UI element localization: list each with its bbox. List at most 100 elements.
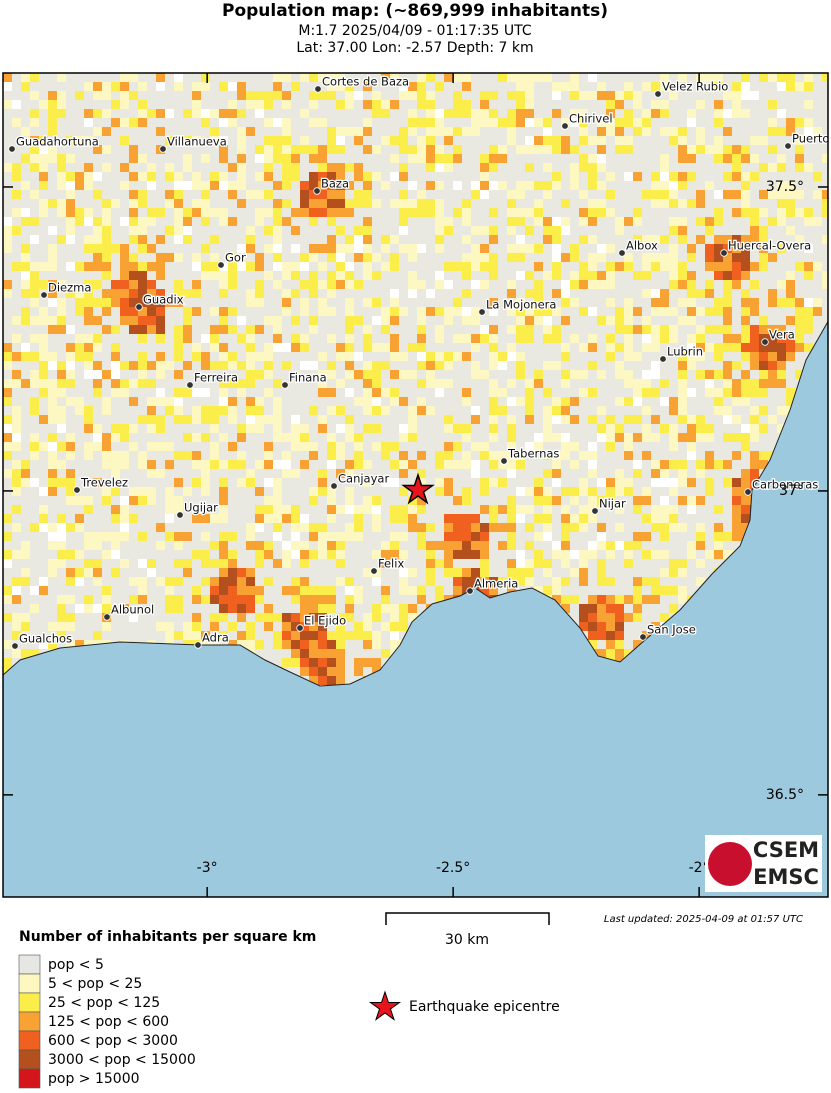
pop-cell xyxy=(372,100,381,109)
legend-label: 5 < pop < 25 xyxy=(48,976,142,992)
pop-cell xyxy=(273,235,282,244)
pop-cell xyxy=(246,397,255,406)
pop-cell xyxy=(696,469,705,478)
pop-cell xyxy=(12,226,21,235)
pop-cell xyxy=(291,523,300,532)
pop-cell xyxy=(84,424,93,433)
pop-cell xyxy=(633,127,642,136)
pop-cell xyxy=(309,613,318,622)
pop-cell xyxy=(741,505,750,514)
pop-cell xyxy=(579,622,588,631)
pop-cell xyxy=(543,145,552,154)
pop-cell xyxy=(282,343,291,352)
pop-cell xyxy=(588,487,597,496)
pop-cell xyxy=(291,658,300,667)
pop-cell xyxy=(66,478,75,487)
pop-cell xyxy=(120,604,129,613)
pop-cell xyxy=(39,415,48,424)
pop-cell xyxy=(192,172,201,181)
pop-cell xyxy=(57,235,66,244)
pop-cell xyxy=(300,343,309,352)
pop-cell xyxy=(759,352,768,361)
pop-cell xyxy=(84,451,93,460)
pop-cell xyxy=(669,505,678,514)
pop-cell xyxy=(435,163,444,172)
pop-cell xyxy=(255,145,264,154)
pop-cell xyxy=(120,316,129,325)
pop-cell xyxy=(579,235,588,244)
pop-cell xyxy=(192,352,201,361)
pop-cell xyxy=(48,568,57,577)
pop-cell xyxy=(147,181,156,190)
pop-cell xyxy=(327,253,336,262)
pop-cell xyxy=(705,181,714,190)
pop-cell xyxy=(111,469,120,478)
pop-cell xyxy=(30,280,39,289)
pop-cell xyxy=(102,487,111,496)
pop-cell xyxy=(660,325,669,334)
pop-cell xyxy=(336,451,345,460)
city-label: Puerto xyxy=(792,132,829,146)
city-label: Guadahortuna xyxy=(16,135,99,149)
pop-cell xyxy=(534,442,543,451)
pop-cell xyxy=(615,487,624,496)
pop-cell xyxy=(156,325,165,334)
pop-cell xyxy=(210,262,219,271)
pop-cell xyxy=(408,568,417,577)
pop-cell xyxy=(372,172,381,181)
pop-cell xyxy=(777,361,786,370)
pop-cell xyxy=(138,334,147,343)
pop-cell xyxy=(714,460,723,469)
pop-cell xyxy=(552,235,561,244)
pop-cell xyxy=(615,118,624,127)
pop-cell xyxy=(327,496,336,505)
pop-cell xyxy=(660,100,669,109)
pop-cell xyxy=(273,73,282,82)
pop-cell xyxy=(651,334,660,343)
pop-cell xyxy=(255,262,264,271)
pop-cell xyxy=(669,181,678,190)
pop-cell xyxy=(768,253,777,262)
pop-cell xyxy=(426,163,435,172)
pop-cell xyxy=(300,190,309,199)
pop-cell xyxy=(21,352,30,361)
pop-cell xyxy=(3,640,12,649)
pop-cell xyxy=(435,325,444,334)
pop-cell xyxy=(498,181,507,190)
pop-cell xyxy=(66,640,75,649)
pop-cell xyxy=(174,226,183,235)
pop-cell xyxy=(273,199,282,208)
pop-cell xyxy=(399,190,408,199)
pop-cell xyxy=(669,91,678,100)
pop-cell xyxy=(786,397,795,406)
pop-cell xyxy=(102,289,111,298)
pop-cell xyxy=(732,82,741,91)
pop-cell xyxy=(696,127,705,136)
pop-cell xyxy=(633,100,642,109)
epicentre-star xyxy=(401,472,435,505)
pop-cell xyxy=(516,460,525,469)
sea xyxy=(3,320,828,897)
pop-cell xyxy=(327,244,336,253)
pop-cell xyxy=(210,361,219,370)
city-label: Ferreira xyxy=(194,371,238,385)
pop-cell xyxy=(84,361,93,370)
pop-cell xyxy=(138,289,147,298)
pop-cell xyxy=(687,253,696,262)
pop-cell xyxy=(507,433,516,442)
subtitle: M:1.7 2025/04/09 - 01:17:35 UTC xyxy=(298,23,531,39)
pop-cell xyxy=(354,631,363,640)
pop-cell xyxy=(30,397,39,406)
pop-cell xyxy=(336,442,345,451)
pop-cell xyxy=(30,145,39,154)
pop-cell xyxy=(471,109,480,118)
pop-cell xyxy=(129,118,138,127)
pop-cell xyxy=(669,478,678,487)
pop-cell xyxy=(66,361,75,370)
pop-cell xyxy=(228,595,237,604)
pop-cell xyxy=(588,514,597,523)
pop-cell xyxy=(381,244,390,253)
pop-cell xyxy=(678,136,687,145)
pop-cell xyxy=(561,559,570,568)
pop-cell xyxy=(777,334,786,343)
